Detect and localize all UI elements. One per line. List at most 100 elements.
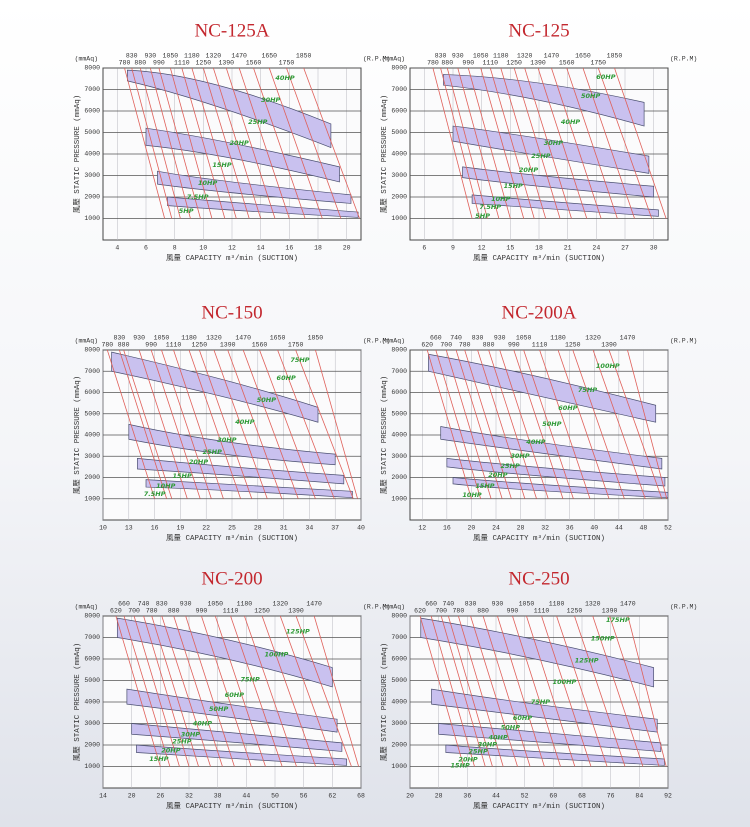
- rpm-line: [169, 68, 213, 219]
- rpm-line: [143, 616, 190, 767]
- x-tick-label: 24: [492, 525, 500, 532]
- rpm-line: [477, 350, 526, 499]
- y-tick-label: 7000: [391, 368, 407, 375]
- hp-label: 20HP: [189, 458, 208, 466]
- rpm-label: 1050: [516, 335, 532, 342]
- rpm-unit: (R.P.M): [670, 604, 697, 611]
- x-tick-label: 50: [271, 793, 279, 800]
- rpm-label: 1470: [306, 601, 322, 608]
- x-tick-label: 14: [257, 245, 265, 252]
- rpm-line: [541, 616, 592, 767]
- y-unit: (mmAq): [382, 56, 405, 63]
- hp-label: 30HP: [544, 139, 563, 147]
- rpm-label: 880: [441, 60, 453, 67]
- rpm-label: 1470: [231, 53, 247, 60]
- rpm-line: [457, 616, 504, 767]
- rpm-label: 830: [435, 53, 447, 60]
- y-tick-label: 1000: [84, 215, 100, 222]
- x-tick-label: 19: [176, 525, 184, 532]
- hp-band: [428, 353, 657, 423]
- rpm-line: [614, 68, 667, 219]
- hp-band: [452, 477, 668, 499]
- y-tick-label: 3000: [84, 172, 100, 179]
- hp-band: [446, 457, 666, 487]
- rpm-label: 1650: [261, 53, 277, 60]
- x-axis-label: 風量 CAPACITY m³/min (SUCTION): [473, 801, 605, 811]
- rpm-label: 1050: [519, 601, 535, 608]
- rpm-label: 1050: [473, 53, 489, 60]
- rpm-line: [133, 616, 180, 767]
- rpm-line: [489, 68, 535, 219]
- rpm-line: [259, 350, 316, 499]
- x-tick-label: 34: [305, 525, 313, 532]
- rpm-line: [432, 68, 473, 219]
- rpm-label: 1180: [237, 601, 253, 608]
- hp-label: 40HP: [193, 719, 212, 727]
- rpm-label: 930: [180, 601, 192, 608]
- rpm-line: [609, 616, 660, 767]
- hp-band: [128, 423, 336, 466]
- x-tick-label: 8: [173, 245, 177, 252]
- rpm-line: [582, 68, 635, 219]
- y-tick-label: 4000: [391, 432, 407, 439]
- rpm-label: 740: [138, 601, 150, 608]
- hp-label: 30HP: [261, 96, 280, 104]
- hp-label: 25HP: [203, 448, 222, 456]
- x-tick-label: 48: [640, 525, 648, 532]
- hp-label: 150HP: [591, 634, 615, 642]
- chart-title: NC-125A: [195, 20, 270, 41]
- rpm-label: 1750: [288, 342, 304, 349]
- rpm-line: [467, 68, 511, 219]
- rpm-line: [426, 350, 472, 499]
- y-tick-label: 2000: [391, 474, 407, 481]
- rpm-line: [202, 68, 250, 219]
- x-tick-label: 13: [125, 525, 133, 532]
- plot-content: [115, 616, 359, 767]
- y-unit: (mmAq): [75, 56, 98, 63]
- x-tick-label: 20: [468, 525, 476, 532]
- rpm-label: 1470: [235, 335, 251, 342]
- rpm-label: 830: [156, 601, 168, 608]
- x-tick-label: 30: [650, 245, 658, 252]
- rpm-label: 880: [477, 608, 489, 615]
- x-tick-label: 27: [621, 245, 629, 252]
- rpm-label: 1250: [254, 608, 270, 615]
- hp-label: 100HP: [553, 678, 577, 686]
- rpm-label: 1650: [575, 53, 591, 60]
- rpm-line: [123, 616, 171, 767]
- rpm-unit: (R.P.M): [670, 338, 697, 345]
- rpm-label: 1850: [296, 53, 312, 60]
- rpm-label: 930: [492, 601, 504, 608]
- rpm-label: 990: [145, 342, 157, 349]
- rpm-label: 1390: [220, 342, 236, 349]
- plot-content: [419, 616, 667, 767]
- y-tick-label: 4000: [84, 151, 100, 158]
- rpm-line: [480, 68, 525, 219]
- rpm-label: 830: [113, 335, 125, 342]
- chart: NC-200 (mmAq) (R.P.M) 風量 CAPACITY m³/min (S…: [72, 568, 390, 811]
- rpm-line: [191, 68, 237, 219]
- rpm-line: [303, 68, 360, 219]
- plot-content: [124, 68, 360, 219]
- x-tick-label: 12: [478, 245, 486, 252]
- rpm-label: 1050: [163, 53, 179, 60]
- hp-band: [145, 127, 340, 183]
- rpm-label: 780: [427, 60, 439, 67]
- rpm-line: [557, 350, 610, 499]
- y-unit: (mmAq): [382, 338, 405, 345]
- y-tick-label: 6000: [391, 108, 407, 115]
- rpm-line: [181, 68, 226, 219]
- y-tick-label: 1000: [84, 763, 100, 770]
- rpm-unit: (R.P.M): [363, 604, 390, 611]
- hp-label: 100HP: [596, 362, 620, 370]
- x-tick-label: 20: [128, 793, 136, 800]
- hp-label: 60HP: [225, 691, 244, 699]
- hp-band: [443, 74, 645, 127]
- y-unit: (mmAq): [75, 604, 98, 611]
- rpm-label: 660: [118, 601, 130, 608]
- y-tick-label: 7000: [84, 368, 100, 375]
- y-tick-label: 5000: [84, 410, 100, 417]
- y-tick-label: 4000: [84, 699, 100, 706]
- x-tick-label: 10: [99, 525, 107, 532]
